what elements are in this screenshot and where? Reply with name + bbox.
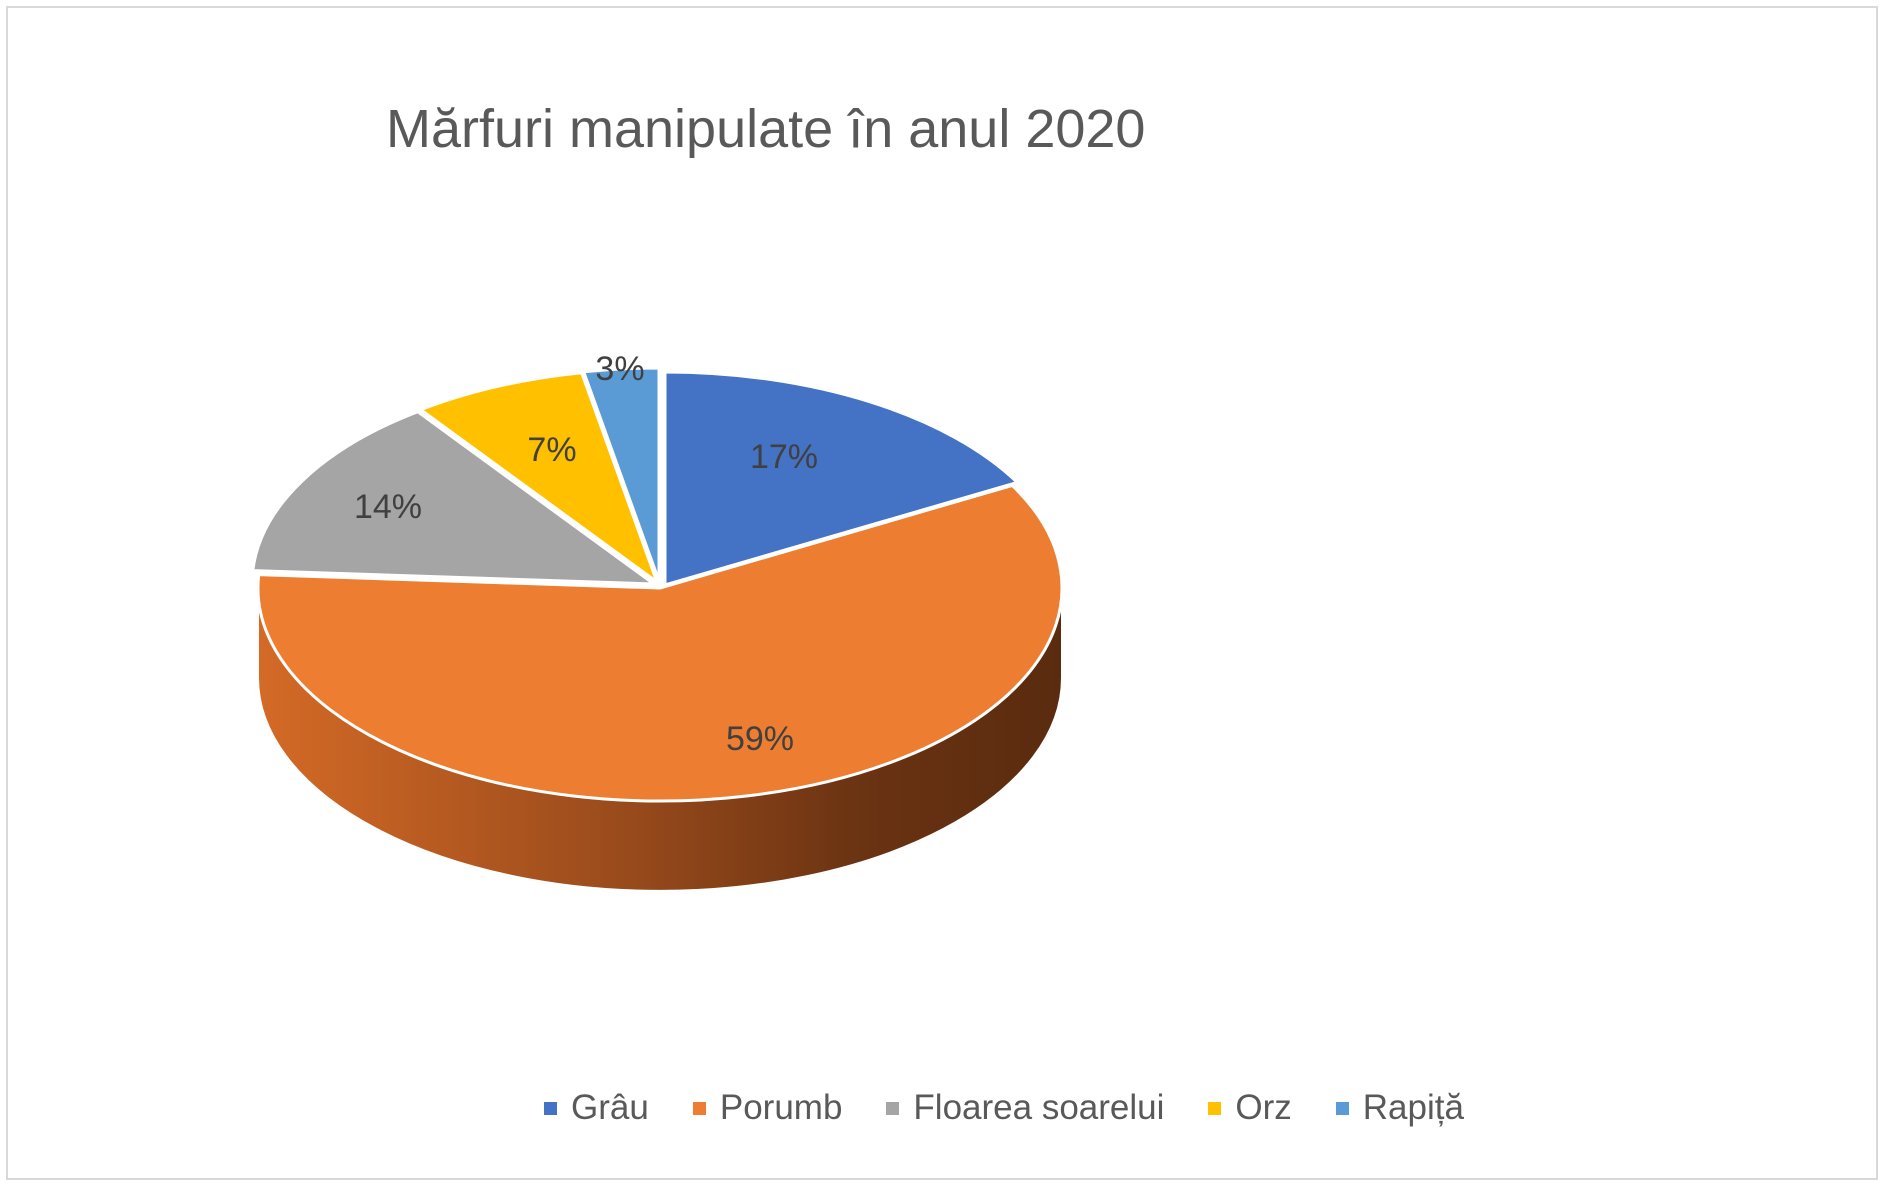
legend-item-5: Rapiță [1335, 1088, 1464, 1128]
pie-slice-3 [251, 410, 656, 586]
legend-label: Rapiță [1362, 1088, 1464, 1127]
legend-label: Grâu [571, 1088, 649, 1127]
legend-swatch [1208, 1101, 1222, 1115]
legend-label: Floarea soarelui [913, 1088, 1165, 1127]
legend-swatch [886, 1101, 900, 1115]
pie-slice-4 [419, 371, 659, 584]
data-label-1: 17% [750, 438, 818, 476]
legend-item-3: Floarea soarelui [886, 1088, 1164, 1128]
legend-swatch [1335, 1101, 1349, 1115]
legend-item-1: Grâu [544, 1088, 649, 1128]
pie-slice-2 [256, 483, 1064, 803]
data-label-3: 14% [354, 488, 422, 526]
legend-label: Porumb [719, 1088, 843, 1127]
legend-item-2: Porumb [692, 1088, 843, 1128]
data-label-4: 7% [527, 431, 576, 469]
chart-title: Mărfuri manipulate în anul 2020 [386, 99, 1146, 159]
pie-slice-1 [663, 370, 1019, 587]
legend-label: Orz [1235, 1088, 1292, 1127]
data-label-5: 3% [595, 350, 644, 388]
legend-swatch [544, 1101, 558, 1115]
legend: Grâu Porumb Floarea soarelui Orz Rapiță [0, 1088, 1888, 1128]
pie-slice-5 [582, 366, 661, 583]
legend-swatch [692, 1101, 706, 1115]
data-label-2: 59% [726, 720, 794, 758]
legend-item-4: Orz [1208, 1088, 1292, 1128]
